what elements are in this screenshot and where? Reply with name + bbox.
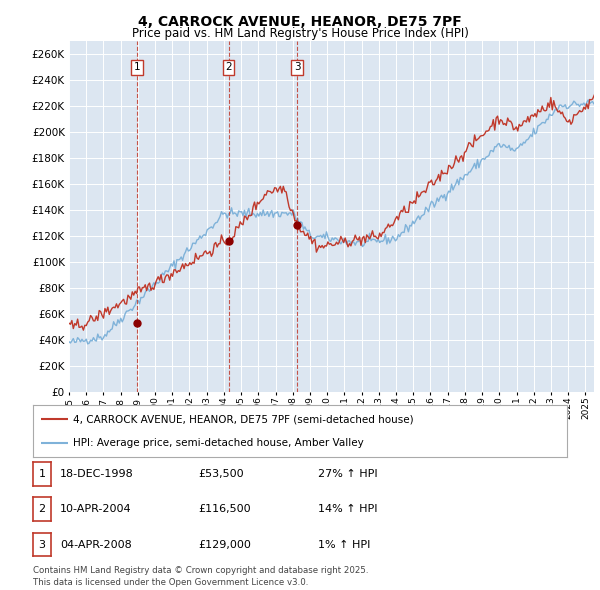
Text: 3: 3 — [294, 63, 301, 73]
Text: 4, CARROCK AVENUE, HEANOR, DE75 7PF (semi-detached house): 4, CARROCK AVENUE, HEANOR, DE75 7PF (sem… — [73, 414, 413, 424]
Text: 1: 1 — [134, 63, 140, 73]
Text: £129,000: £129,000 — [198, 540, 251, 549]
Text: HPI: Average price, semi-detached house, Amber Valley: HPI: Average price, semi-detached house,… — [73, 438, 364, 448]
Text: £116,500: £116,500 — [198, 504, 251, 514]
Text: Price paid vs. HM Land Registry's House Price Index (HPI): Price paid vs. HM Land Registry's House … — [131, 27, 469, 40]
Text: 1: 1 — [38, 469, 46, 478]
Text: 4, CARROCK AVENUE, HEANOR, DE75 7PF: 4, CARROCK AVENUE, HEANOR, DE75 7PF — [138, 15, 462, 29]
Text: £53,500: £53,500 — [198, 469, 244, 478]
Text: 04-APR-2008: 04-APR-2008 — [60, 540, 132, 549]
Text: 27% ↑ HPI: 27% ↑ HPI — [318, 469, 377, 478]
Text: 10-APR-2004: 10-APR-2004 — [60, 504, 131, 514]
Text: Contains HM Land Registry data © Crown copyright and database right 2025.
This d: Contains HM Land Registry data © Crown c… — [33, 566, 368, 587]
Text: 2: 2 — [225, 63, 232, 73]
Text: 2: 2 — [38, 504, 46, 514]
Text: 18-DEC-1998: 18-DEC-1998 — [60, 469, 134, 478]
Text: 1% ↑ HPI: 1% ↑ HPI — [318, 540, 370, 549]
Text: 14% ↑ HPI: 14% ↑ HPI — [318, 504, 377, 514]
Text: 3: 3 — [38, 540, 46, 549]
